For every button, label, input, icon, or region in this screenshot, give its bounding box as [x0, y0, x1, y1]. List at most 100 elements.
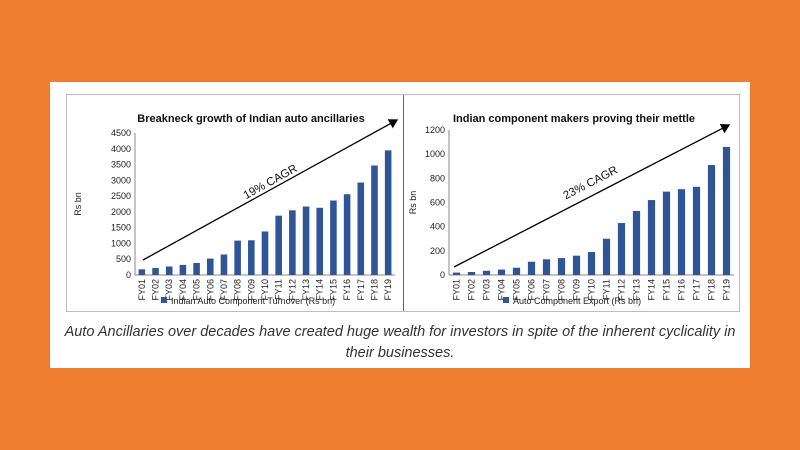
y-tick-label: 800	[430, 173, 445, 183]
figure-caption: Auto Ancillaries over decades have creat…	[64, 324, 736, 361]
bar	[542, 259, 551, 275]
x-tick-label: FY16	[677, 279, 687, 301]
bar	[165, 266, 173, 275]
x-tick-label: FY12	[617, 279, 627, 301]
bar	[512, 267, 521, 275]
y-axis-label: Rs bn	[73, 192, 83, 216]
x-tick-label: FY10	[587, 279, 597, 301]
y-tick-label: 2500	[111, 191, 131, 201]
y-tick-label: 1500	[111, 223, 131, 233]
bar	[602, 238, 611, 275]
x-tick-label: FY08	[233, 279, 243, 301]
cagr-arrow	[142, 119, 399, 261]
bar	[662, 191, 671, 275]
bar	[316, 207, 324, 275]
x-tick-label: FY02	[467, 279, 477, 301]
y-tick-label: 600	[430, 198, 445, 208]
y-axis-label: Rs bn	[408, 191, 418, 215]
x-tick-label: FY19	[722, 279, 732, 301]
y-tick-label: 0	[126, 270, 131, 280]
bar	[220, 254, 228, 275]
x-tick-label: FY13	[301, 279, 311, 301]
bar	[193, 263, 200, 275]
export-chart: Indian component makers proving their me…	[408, 113, 734, 306]
x-tick-label: FY15	[662, 279, 672, 301]
x-tick-label: FY11	[274, 279, 284, 300]
legend-label: Auto Component Export (Rs bn)	[513, 296, 641, 306]
x-tick-label: FY13	[632, 279, 642, 301]
bar	[261, 231, 269, 275]
bar	[152, 268, 159, 275]
x-tick-label: FY16	[342, 279, 352, 301]
bar	[179, 264, 187, 275]
x-tick-label: FY03	[482, 279, 492, 301]
chart-title: Indian component makers proving their me…	[453, 113, 695, 125]
bar	[343, 194, 351, 275]
x-tick-label: FY15	[328, 279, 338, 301]
bar	[289, 210, 296, 275]
bar	[632, 210, 641, 275]
bar	[482, 270, 491, 275]
cagr-arrow	[453, 123, 731, 268]
bar	[234, 240, 241, 275]
bar	[557, 258, 566, 275]
x-tick-label: FY09	[246, 279, 256, 301]
y-tick-label: 500	[116, 254, 131, 264]
x-tick-label: FY09	[572, 279, 582, 301]
x-tick-label: FY01	[452, 279, 462, 301]
x-tick-label: FY06	[527, 279, 537, 301]
x-tick-label: FY05	[192, 279, 202, 301]
x-tick-label: FY04	[497, 279, 507, 301]
turnover-chart: Breakneck growth of Indian auto ancillar…	[73, 113, 399, 306]
y-tick-label: 4000	[111, 144, 131, 154]
bar	[647, 200, 656, 275]
x-tick-label: FY07	[219, 279, 229, 301]
x-tick-label: FY07	[542, 279, 552, 301]
y-tick-label: 1000	[425, 149, 445, 159]
bar	[677, 189, 686, 275]
charts-frame: Breakneck growth of Indian auto ancillar…	[66, 94, 740, 312]
bar	[357, 182, 365, 275]
legend-swatch	[503, 297, 509, 303]
x-tick-label: FY14	[647, 279, 657, 301]
x-tick-label: FY02	[151, 279, 161, 301]
bar	[371, 165, 378, 275]
legend-swatch	[161, 297, 167, 303]
bar	[330, 200, 337, 275]
x-tick-label: FY08	[557, 279, 567, 301]
x-tick-label: FY14	[315, 279, 325, 301]
x-tick-label: FY01	[137, 279, 147, 301]
y-tick-label: 200	[430, 246, 445, 256]
y-tick-label: 1200	[425, 125, 445, 135]
bar	[467, 271, 476, 275]
bar	[275, 215, 282, 275]
y-tick-label: 400	[430, 222, 445, 232]
x-tick-label: FY10	[260, 279, 270, 301]
bar	[587, 252, 596, 275]
y-tick-label: 4500	[111, 128, 131, 138]
x-tick-label: FY04	[178, 279, 188, 301]
bar	[692, 186, 701, 275]
bar	[722, 146, 731, 275]
x-tick-label: FY12	[287, 279, 297, 301]
x-tick-label: FY18	[707, 279, 717, 301]
x-tick-label: FY06	[205, 279, 215, 301]
y-tick-label: 2000	[111, 207, 131, 217]
cagr-annotation: 19% CAGR	[242, 163, 300, 202]
bar	[138, 269, 146, 275]
figure-card: Breakneck growth of Indian auto ancillar…	[50, 82, 750, 368]
bar	[248, 240, 255, 275]
bar	[302, 206, 310, 275]
bar	[707, 165, 716, 275]
chart-title: Breakneck growth of Indian auto ancillar…	[137, 113, 364, 125]
bar	[206, 258, 214, 275]
legend-label: Indian Auto Component Turnover (Rs bn)	[171, 296, 335, 306]
x-tick-label: FY19	[383, 279, 393, 301]
bar	[572, 255, 581, 275]
x-tick-label: FY18	[369, 279, 379, 301]
y-tick-label: 1000	[111, 238, 131, 248]
bar	[384, 150, 392, 275]
x-tick-label: FY11	[602, 279, 612, 300]
x-tick-label: FY03	[164, 279, 174, 301]
y-tick-label: 0	[440, 270, 445, 280]
